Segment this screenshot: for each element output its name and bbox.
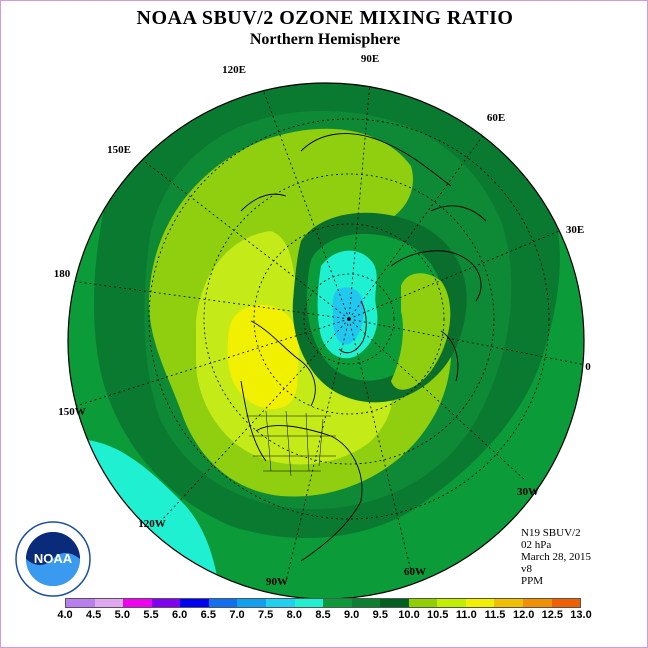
lat-circle-80 xyxy=(303,273,395,365)
legend-tick-label: 7.5 xyxy=(258,609,274,621)
legend-swatch xyxy=(180,599,209,607)
meridian-150e xyxy=(130,150,350,320)
legend-tick-label: 8.5 xyxy=(315,609,331,621)
legend-swatch xyxy=(66,599,95,607)
legend-color-bar xyxy=(65,598,581,608)
legend-tick-label: 10.5 xyxy=(426,609,449,621)
legend-swatch xyxy=(437,599,466,607)
logo-gull-shape xyxy=(26,532,80,565)
legend-swatch xyxy=(94,599,124,607)
lon-label-120e: 120E xyxy=(222,64,246,76)
legend-tick-label: 9.0 xyxy=(344,609,360,621)
lon-label-90e: 90E xyxy=(360,53,380,65)
legend-swatch xyxy=(294,599,324,607)
info-date: March 28, 2015 xyxy=(521,551,591,563)
field-yellow-core xyxy=(227,304,300,410)
field-blue-low xyxy=(332,287,364,345)
color-legend: 4.0 4.5 5.0 5.5 6.0 6.5 7.0 7.5 8.0 8.5 9.0 9.5 10.0… xyxy=(57,598,592,621)
legend-swatch xyxy=(123,599,152,607)
legend-tick-label: 5.5 xyxy=(143,609,159,621)
lon-label-30e: 30E xyxy=(565,224,585,236)
legend-swatch xyxy=(351,599,381,607)
coast-north-america-east xyxy=(255,425,363,562)
legend-tick-label: 6.0 xyxy=(172,609,188,621)
noaa-logo: NOAA xyxy=(15,521,91,597)
lon-label-120w: 120W xyxy=(138,518,166,530)
lat-circle-50 xyxy=(148,118,550,520)
meridian-60w xyxy=(348,318,412,572)
logo-water-shape xyxy=(26,553,80,586)
coast-europe xyxy=(390,250,482,302)
us-states-grid xyxy=(246,410,336,477)
legend-tick-label: 5.0 xyxy=(114,609,130,621)
legend-swatch xyxy=(151,599,181,607)
lat-circle-70 xyxy=(253,223,445,415)
state-lines-h xyxy=(246,415,336,472)
lon-label-60e: 60E xyxy=(486,112,506,124)
field-right-arc xyxy=(391,273,451,390)
info-units: PPM xyxy=(521,575,544,587)
legend-tick-label: 8.0 xyxy=(286,609,302,621)
map-subtitle: Northern Hemisphere xyxy=(249,31,401,48)
graticule xyxy=(70,83,584,582)
legend-tick-label: 13.0 xyxy=(570,609,592,621)
legend-swatch xyxy=(265,599,295,607)
lon-label-60w: 60W xyxy=(404,566,426,578)
info-version: v8 xyxy=(521,563,532,575)
legend-tick-label: 11.0 xyxy=(455,609,477,621)
legend-tick-label: 11.5 xyxy=(484,609,506,621)
legend-tick-label: 4.0 xyxy=(57,609,73,621)
legend-swatch xyxy=(551,599,581,607)
legend-tick-label: 4.5 xyxy=(86,609,102,621)
legend-swatch xyxy=(523,599,552,607)
legend-swatch xyxy=(237,599,266,607)
legend-tick-label: 12.5 xyxy=(541,609,564,621)
legend-swatch xyxy=(323,599,352,607)
coast-alaska-canada xyxy=(250,320,316,407)
state-lines-v xyxy=(265,410,324,477)
legend-tick-label: 9.5 xyxy=(372,609,388,621)
legend-swatch xyxy=(208,599,238,607)
meridian-120w xyxy=(160,318,350,522)
info-block: N19 SBUV/2 02 hPa March 28, 2015 v8 PPM xyxy=(521,527,591,587)
coast-greenland xyxy=(338,300,367,354)
lon-label-180: 180 xyxy=(53,268,71,280)
legend-swatch xyxy=(380,599,409,607)
meridian-30e xyxy=(348,225,572,320)
legend-swatch xyxy=(408,599,438,607)
lon-label-90w: 90W xyxy=(266,576,288,588)
info-satellite: N19 SBUV/2 xyxy=(521,527,581,539)
lat-circle-60 xyxy=(203,173,495,465)
meridian-90e xyxy=(348,83,372,320)
map-title: NOAA SBUV/2 OZONE MIXING RATIO xyxy=(136,7,514,29)
coast-scandinavia xyxy=(430,205,487,222)
meridian-180 xyxy=(70,280,350,320)
legend-tick-label: 7.0 xyxy=(229,609,245,621)
coast-west-canada xyxy=(240,380,267,462)
info-level: 02 hPa xyxy=(521,539,552,551)
lon-label-30w: 30W xyxy=(517,486,539,498)
legend-tick-label: 6.5 xyxy=(200,609,216,621)
logo-text: NOAA xyxy=(34,551,73,566)
coast-siberia xyxy=(300,133,452,187)
coastlines xyxy=(240,133,487,562)
coast-chukotka xyxy=(240,193,287,212)
legend-swatch xyxy=(465,599,495,607)
legend-tick-label: 12.0 xyxy=(512,609,535,621)
meridian-0 xyxy=(348,318,584,367)
lon-label-150e: 150E xyxy=(107,144,131,156)
lon-label-0: 0 xyxy=(585,361,591,373)
meridian-120e xyxy=(255,83,350,320)
coast-iberia xyxy=(440,330,459,382)
lon-label-150w: 150W xyxy=(58,406,86,418)
legend-tick-label: 10.0 xyxy=(398,609,420,621)
legend-swatch xyxy=(494,599,523,607)
